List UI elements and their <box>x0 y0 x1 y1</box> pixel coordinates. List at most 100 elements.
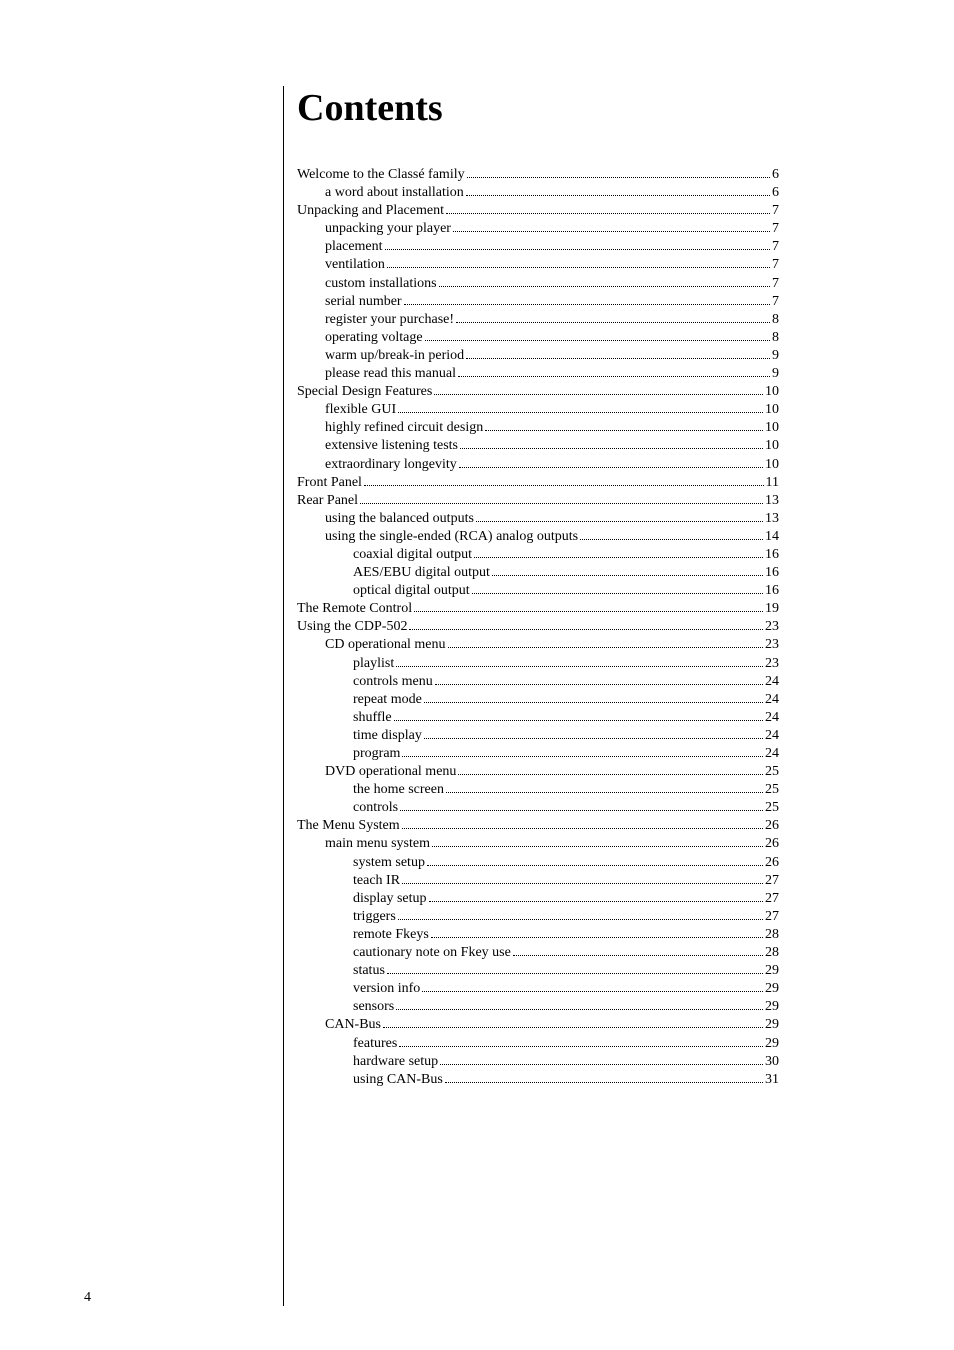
toc-label: repeat mode <box>353 693 422 707</box>
toc-row: The Remote Control19 <box>297 602 779 616</box>
toc-label: Unpacking and Placement <box>297 204 444 218</box>
toc-row: ventilation 7 <box>297 258 779 272</box>
toc-row: placement7 <box>297 240 779 254</box>
toc-label: teach IR <box>353 874 400 888</box>
toc-leader <box>383 1027 763 1028</box>
toc-leader <box>580 539 763 540</box>
toc-leader <box>446 792 763 793</box>
toc-page: 23 <box>765 657 779 671</box>
toc-page: 8 <box>772 313 779 327</box>
toc-leader <box>439 286 770 287</box>
toc-label: DVD operational menu <box>325 765 456 779</box>
toc-leader <box>466 195 770 196</box>
toc-page: 9 <box>772 349 779 363</box>
toc-row: Front Panel11 <box>297 476 779 490</box>
toc-label: controls <box>353 801 398 815</box>
toc-page: 24 <box>765 747 779 761</box>
toc-page: 9 <box>772 367 779 381</box>
toc-page: 29 <box>765 1037 779 1051</box>
toc-row: version info29 <box>297 982 779 996</box>
toc-row: serial number7 <box>297 295 779 309</box>
toc-page: 24 <box>765 729 779 743</box>
toc-row: using CAN-Bus31 <box>297 1073 779 1087</box>
toc-label: optical digital output <box>353 584 470 598</box>
toc-label: highly refined circuit design <box>325 421 483 435</box>
toc-row: using the single-ended (RCA) analog outp… <box>297 530 779 544</box>
toc-row: highly refined circuit design 10 <box>297 421 779 435</box>
toc-label: Special Design Features <box>297 385 432 399</box>
toc-row: playlist 23 <box>297 657 779 671</box>
toc-row: custom installations7 <box>297 277 779 291</box>
toc-leader <box>387 973 763 974</box>
toc-leader <box>434 394 763 395</box>
toc-leader <box>424 702 763 703</box>
toc-page: 10 <box>765 385 779 399</box>
toc-page: 30 <box>765 1055 779 1069</box>
toc-label: controls menu <box>353 675 433 689</box>
toc-label: AES/EBU digital output <box>353 566 490 580</box>
toc-label: CAN-Bus <box>325 1018 381 1032</box>
toc-label: extraordinary longevity <box>325 458 457 472</box>
toc-label: features <box>353 1037 397 1051</box>
toc-label: operating voltage <box>325 331 423 345</box>
toc-page: 31 <box>765 1073 779 1087</box>
toc-label: placement <box>325 240 383 254</box>
toc-row: Special Design Features 10 <box>297 385 779 399</box>
toc-row: AES/EBU digital output 16 <box>297 566 779 580</box>
toc-row: Welcome to the Classé family6 <box>297 168 779 182</box>
toc-label: using the single-ended (RCA) analog outp… <box>325 530 578 544</box>
toc-page: 8 <box>772 331 779 345</box>
toc-label: unpacking your player <box>325 222 451 236</box>
toc-page: 27 <box>765 874 779 888</box>
toc-row: triggers27 <box>297 910 779 924</box>
toc-label: playlist <box>353 657 394 671</box>
table-of-contents: Welcome to the Classé family6a word abou… <box>297 168 779 1091</box>
toc-page: 19 <box>765 602 779 616</box>
toc-page: 24 <box>765 675 779 689</box>
toc-page: 23 <box>765 620 779 634</box>
toc-leader <box>448 647 763 648</box>
toc-page: 10 <box>765 421 779 435</box>
toc-page: 16 <box>765 566 779 580</box>
page-number: 4 <box>84 1290 91 1306</box>
toc-leader <box>402 756 763 757</box>
toc-row: register your purchase!8 <box>297 313 779 327</box>
toc-label: cautionary note on Fkey use <box>353 946 511 960</box>
toc-page: 13 <box>765 494 779 508</box>
toc-row: CAN-Bus29 <box>297 1018 779 1032</box>
toc-row: unpacking your player7 <box>297 222 779 236</box>
toc-leader <box>459 467 763 468</box>
toc-page: 27 <box>765 892 779 906</box>
toc-label: ventilation <box>325 258 385 272</box>
toc-label: Front Panel <box>297 476 362 490</box>
toc-row: The Menu System26 <box>297 819 779 833</box>
toc-leader <box>456 322 770 323</box>
toc-row: coaxial digital output16 <box>297 548 779 562</box>
toc-label: version info <box>353 982 420 996</box>
toc-row: Unpacking and Placement7 <box>297 204 779 218</box>
toc-leader <box>472 593 763 594</box>
toc-row: remote Fkeys 28 <box>297 928 779 942</box>
toc-page: 14 <box>765 530 779 544</box>
toc-page: 28 <box>765 946 779 960</box>
toc-row: controls menu 24 <box>297 675 779 689</box>
toc-page: 28 <box>765 928 779 942</box>
toc-row: cautionary note on Fkey use 28 <box>297 946 779 960</box>
toc-label: the home screen <box>353 783 444 797</box>
toc-label: hardware setup <box>353 1055 438 1069</box>
toc-label: program <box>353 747 400 761</box>
toc-leader <box>364 485 764 486</box>
toc-row: Using the CDP-50223 <box>297 620 779 634</box>
toc-row: display setup27 <box>297 892 779 906</box>
toc-leader <box>492 575 763 576</box>
toc-row: features 29 <box>297 1037 779 1051</box>
toc-page: 7 <box>772 258 779 272</box>
toc-label: remote Fkeys <box>353 928 429 942</box>
toc-label: shuffle <box>353 711 392 725</box>
toc-row: sensors29 <box>297 1000 779 1014</box>
toc-leader <box>446 213 770 214</box>
toc-row: hardware setup 30 <box>297 1055 779 1069</box>
toc-label: status <box>353 964 385 978</box>
toc-leader <box>440 1064 763 1065</box>
toc-page: 23 <box>765 638 779 652</box>
